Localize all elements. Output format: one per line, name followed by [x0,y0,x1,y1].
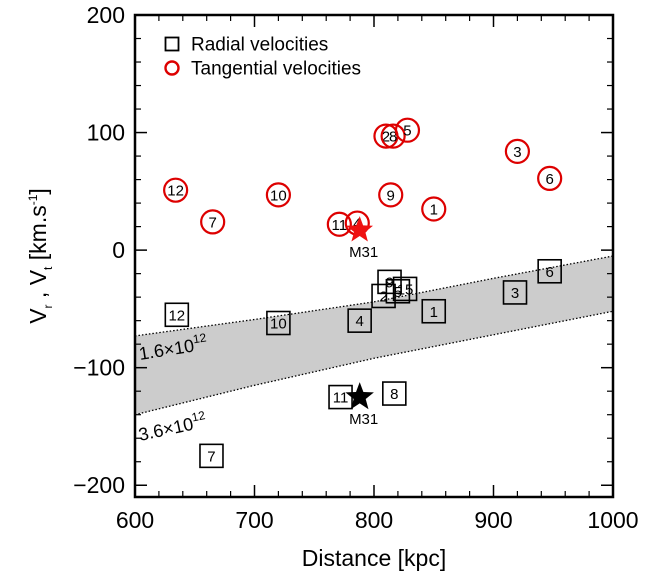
legend-square-icon [164,36,180,52]
mass-band [135,256,613,415]
legend-label: Radial velocities [191,35,328,56]
radial-marker-label: 15 [397,281,414,298]
tangential-velocity-marker [326,211,352,237]
radial-velocity-marker [537,258,562,284]
tangential-marker-label: 7 [209,214,217,231]
y-axis-label: Vr , Vt [km.s-1] [25,188,55,324]
y-tick-label: 0 [112,237,125,263]
radial-marker-label: 6 [545,264,553,281]
tangential-velocity-marker [163,177,189,203]
radial-velocity-marker [377,269,402,295]
tangential-marker-label: 12 [167,183,184,200]
m31-tangential-label: M31 [349,244,378,261]
radial-velocity-marker [385,278,411,304]
tangential-velocity-marker [537,165,563,192]
y-tick-label: −200 [73,472,125,498]
radial-marker-label: 4 [355,313,363,330]
x-tick-label: 900 [474,507,512,533]
tangential-marker-label: 8 [389,129,397,146]
radial-velocity-marker [421,298,447,324]
tangential-marker-label: 1 [430,201,438,218]
radial-marker-label: 7 [207,448,215,465]
radial-velocity-marker [199,443,224,469]
plot-background [135,15,613,497]
radial-marker-label: 9 [385,274,393,291]
tangential-velocity-marker [378,182,404,208]
tangential-marker-label: 3 [513,144,521,161]
x-tick-label: 1000 [587,507,638,533]
x-tick-label: 700 [235,507,273,533]
radial-marker-label: 11 [333,390,349,407]
x-tick-label: 600 [116,507,154,533]
radial-marker-label: 1 [430,304,438,321]
m31-radial-star [345,382,374,410]
y-tick-label: 200 [87,2,125,28]
radial-marker-label: 12 [168,307,185,324]
x-tick-label: 800 [355,507,393,533]
radial-velocity-marker [371,283,396,309]
m31-tangential-star [346,216,373,242]
tangential-velocity-marker [504,138,531,164]
radial-marker-label: 3 [511,285,519,302]
radial-marker-label: 8 [390,386,398,403]
tangential-velocity-marker [394,117,421,143]
tangential-marker-label: 11 [332,217,348,234]
radial-velocity-marker [382,381,407,406]
y-tick-label: −100 [73,355,125,381]
band-upper-edge [135,255,613,337]
y-tick-label: 100 [87,120,125,146]
plot-frame [133,13,615,499]
band-lower-edge [135,310,613,416]
radial-marker-label: 5 [394,284,402,301]
tangential-marker-label: 9 [387,187,395,204]
tangential-velocity-marker [380,123,406,149]
tangential-marker-label: 6 [545,171,553,188]
tangential-velocity-marker [421,196,447,222]
radial-marker-label: 10 [270,316,287,333]
tangential-velocity-marker [265,182,291,208]
radial-velocity-marker [347,308,372,333]
tangential-marker-label: 5 [403,123,411,140]
m31-radial-label: M31 [349,411,378,428]
radial-velocity-marker [502,280,528,305]
legend-label: Tangential velocities [191,59,361,80]
tangential-marker-label: 10 [270,187,287,204]
radial-velocity-marker [164,302,190,328]
x-axis-label: Distance [kpc] [302,545,446,571]
radial-marker-label: 2 [379,288,387,305]
radial-velocity-marker [392,276,418,302]
radial-velocity-marker [266,310,291,336]
legend-circle-icon [164,60,180,76]
tangential-marker-label: 2 [382,129,390,146]
tangential-velocity-marker [200,209,226,235]
